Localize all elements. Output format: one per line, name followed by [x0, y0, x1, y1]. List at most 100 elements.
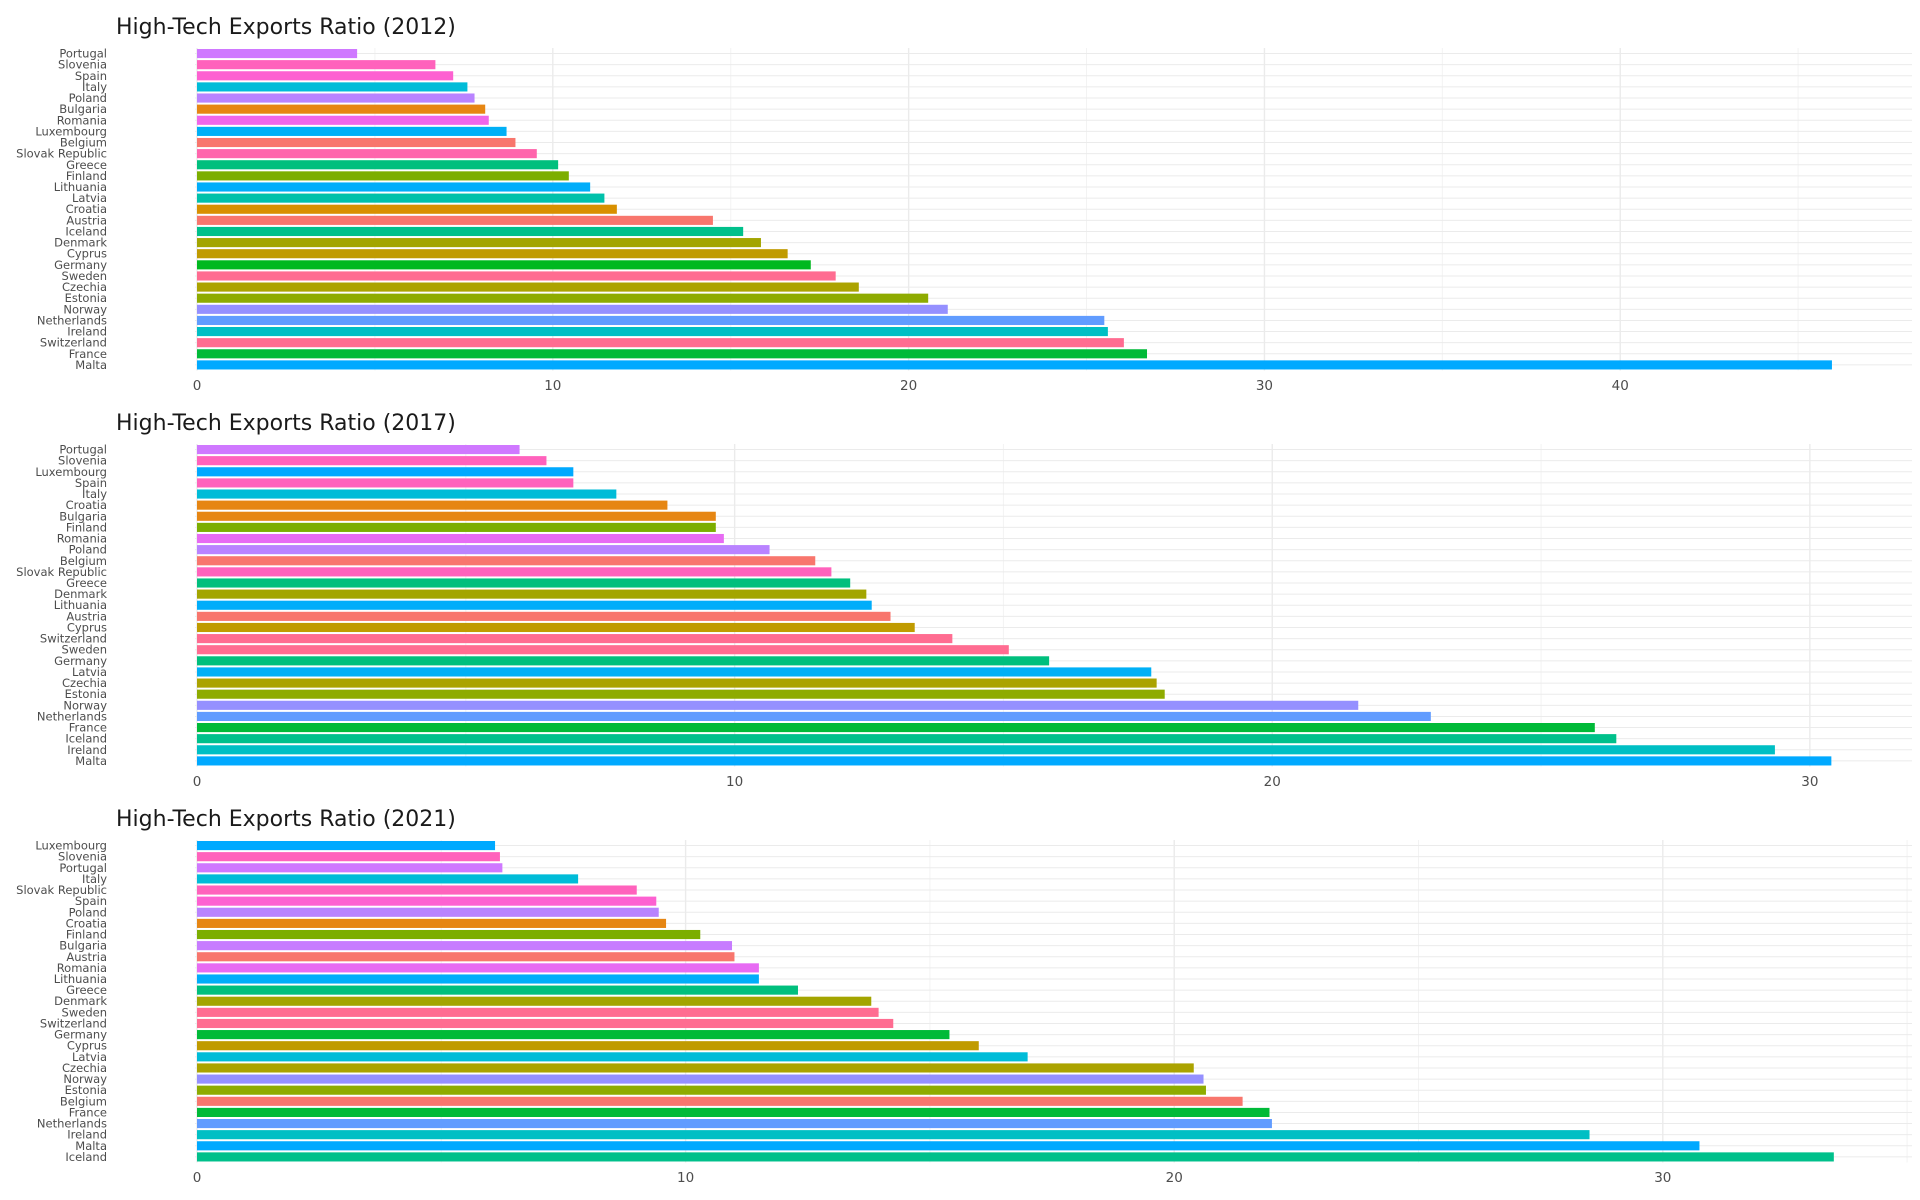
category-label: Cyprus	[67, 247, 107, 261]
category-label: Luxembourg	[35, 465, 107, 479]
bar-greece	[197, 160, 559, 170]
category-label: Norway	[63, 1072, 107, 1086]
category-label: Spain	[75, 476, 107, 490]
category-label: Cyprus	[67, 1039, 107, 1053]
category-label: Latvia	[72, 1050, 107, 1064]
bar-bulgaria	[197, 941, 733, 951]
bar-slovak-republic	[197, 149, 537, 159]
bar-denmark	[197, 996, 872, 1006]
bar-spain	[197, 71, 454, 81]
bar-italy	[197, 82, 468, 92]
category-label: Netherlands	[37, 709, 107, 723]
category-label: Bulgaria	[59, 939, 107, 953]
bar-luxembourg	[197, 126, 507, 136]
bar-portugal	[197, 49, 358, 59]
category-label: Norway	[63, 302, 107, 316]
category-label: Finland	[66, 520, 107, 534]
bar-poland	[197, 93, 475, 103]
bar-ireland	[197, 327, 1108, 337]
category-label: Romania	[57, 113, 107, 127]
chart-panel-0: High-Tech Exports Ratio (2012)PortugalSl…	[16, 15, 1912, 394]
bar-germany	[197, 1030, 950, 1040]
category-label: Switzerland	[40, 632, 107, 646]
category-label: Latvia	[72, 191, 107, 205]
bar-france	[197, 723, 1595, 733]
bar-germany	[197, 656, 1050, 666]
bar-luxembourg	[197, 467, 574, 477]
bar-latvia	[197, 667, 1152, 677]
bar-lithuania	[197, 600, 872, 610]
category-label: Austria	[66, 950, 107, 964]
bar-portugal	[197, 863, 503, 873]
category-label: Denmark	[54, 587, 107, 601]
bar-latvia	[197, 1052, 1028, 1062]
bar-slovak-republic	[197, 567, 832, 577]
category-label: Slovenia	[58, 454, 107, 468]
category-label: Netherlands	[37, 1117, 107, 1131]
bar-romania	[197, 115, 489, 125]
bar-italy	[197, 489, 617, 499]
bar-denmark	[197, 589, 867, 599]
category-label: Denmark	[54, 236, 107, 250]
bar-switzerland	[197, 1018, 894, 1029]
category-label: Croatia	[66, 202, 107, 216]
category-label: Greece	[66, 983, 107, 997]
bar-lithuania	[197, 182, 591, 192]
category-label: Bulgaria	[59, 509, 107, 523]
bar-luxembourg	[197, 841, 496, 851]
bar-germany	[197, 260, 811, 270]
bar-netherlands	[197, 1119, 1272, 1129]
chart-title: High-Tech Exports Ratio (2017)	[116, 411, 456, 436]
bar-estonia	[197, 689, 1165, 699]
bar-slovenia	[197, 60, 436, 70]
category-label: Lithuania	[54, 180, 107, 194]
category-label: Luxembourg	[35, 124, 107, 138]
category-label: Croatia	[66, 498, 107, 512]
x-tick-label: 0	[193, 774, 202, 790]
chart-title: High-Tech Exports Ratio (2021)	[116, 807, 456, 832]
bar-cyprus	[197, 622, 915, 633]
bar-norway	[197, 1074, 1204, 1084]
bar-romania	[197, 963, 759, 973]
category-label: Estonia	[65, 687, 107, 701]
bar-sweden	[197, 271, 836, 281]
bar-greece	[197, 578, 851, 588]
bar-croatia	[197, 500, 668, 510]
bar-austria	[197, 952, 735, 962]
category-label: Poland	[69, 91, 107, 105]
chart-title: High-Tech Exports Ratio (2012)	[116, 15, 456, 40]
bar-norway	[197, 304, 948, 314]
category-label: Sweden	[62, 1005, 107, 1019]
bar-lithuania	[197, 974, 759, 984]
category-label: Lithuania	[54, 598, 107, 612]
category-label: Iceland	[65, 732, 107, 746]
category-label: Ireland	[67, 743, 107, 757]
category-label: Poland	[69, 543, 107, 557]
category-label: Italy	[82, 872, 107, 886]
bar-spain	[197, 896, 657, 906]
category-label: Slovenia	[58, 58, 107, 72]
category-label: Latvia	[72, 665, 107, 679]
category-label: Estonia	[65, 291, 107, 305]
bar-denmark	[197, 238, 761, 248]
category-label: Greece	[66, 158, 107, 172]
bar-france	[197, 1107, 1270, 1117]
x-tick-label: 20	[900, 378, 917, 394]
bar-estonia	[197, 293, 929, 303]
category-label: Poland	[69, 905, 107, 919]
category-label: Lithuania	[54, 972, 107, 986]
category-label: Malta	[75, 754, 107, 768]
bar-poland	[197, 545, 770, 555]
category-label: Italy	[82, 80, 107, 94]
category-label: France	[69, 721, 107, 735]
chart-panel-1: High-Tech Exports Ratio (2017)PortugalSl…	[16, 411, 1912, 790]
category-label: Slovak Republic	[16, 147, 107, 161]
category-label: Malta	[75, 358, 107, 372]
category-label: Cyprus	[67, 620, 107, 634]
bar-czechia	[197, 678, 1157, 688]
category-label: Italy	[82, 487, 107, 501]
category-label: Iceland	[65, 224, 107, 238]
category-label: Ireland	[67, 325, 107, 339]
bar-bulgaria	[197, 104, 486, 114]
